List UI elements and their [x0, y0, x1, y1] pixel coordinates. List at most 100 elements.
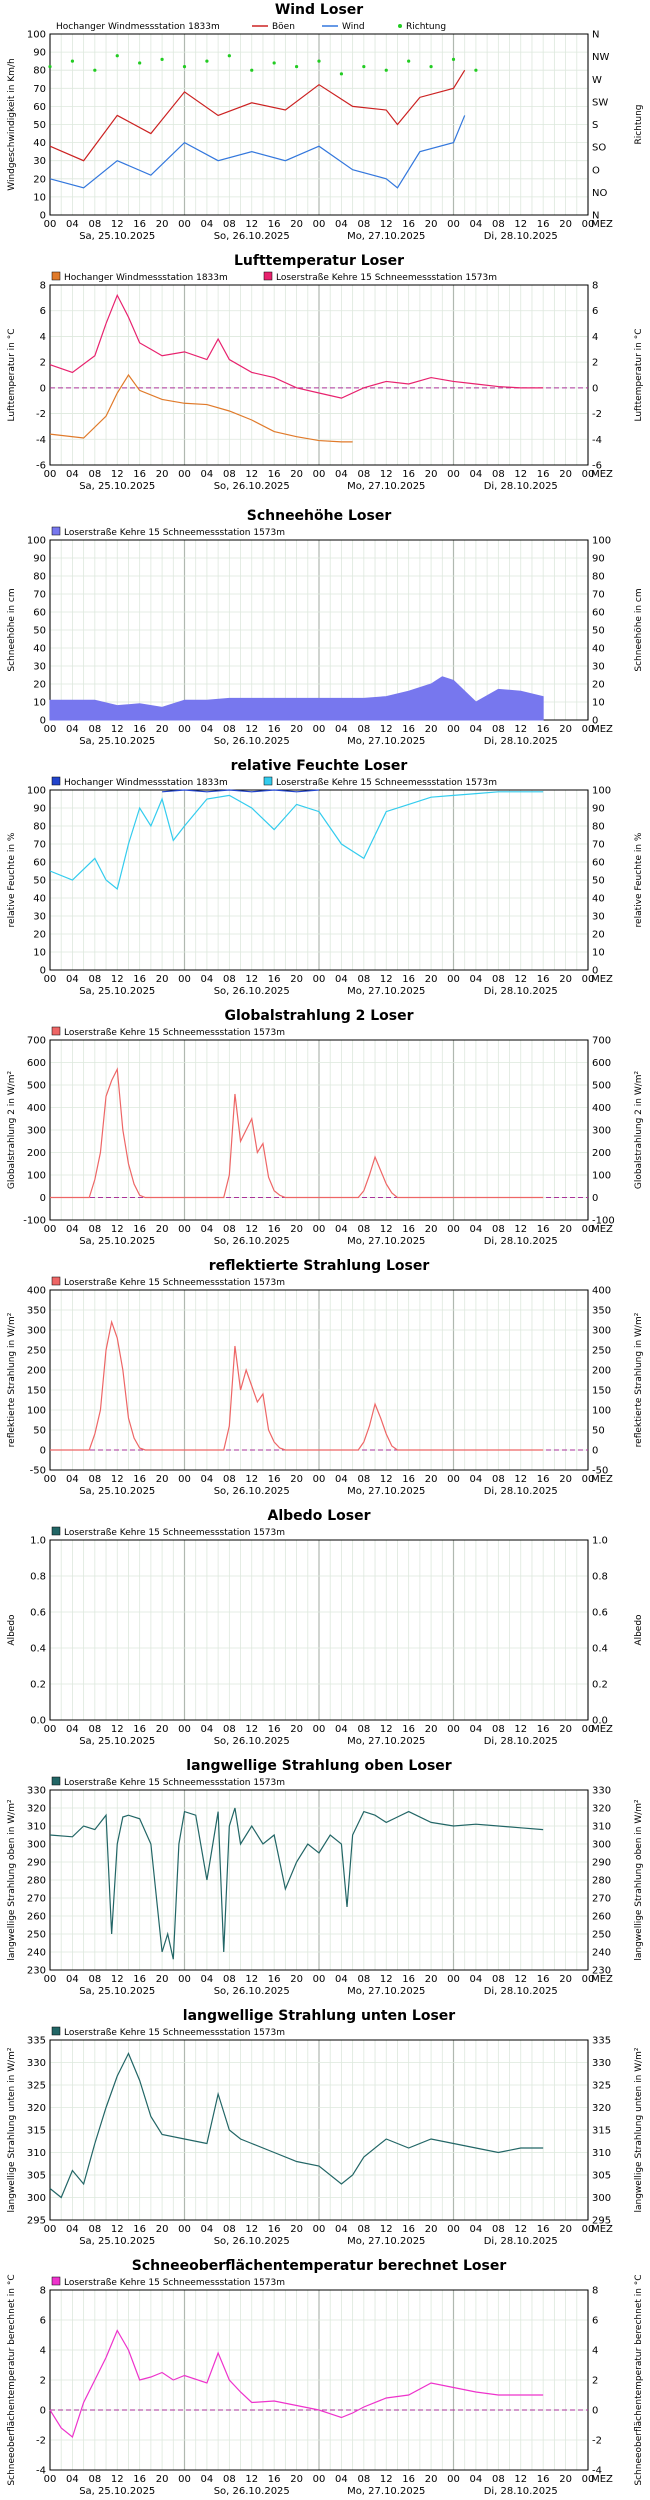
x-tick-label: 20: [425, 2474, 438, 2485]
x-tick-label: 16: [402, 1474, 415, 1485]
x-tick-label: 00: [178, 219, 191, 230]
date-label: Di, 28.10.2025: [484, 1986, 558, 1997]
y-tick-label-right: 300: [592, 1326, 611, 1337]
legend-label: Hochanger Windmessstation 1833m: [64, 778, 228, 788]
series-point: [250, 68, 254, 72]
x-tick-label: 12: [380, 1474, 393, 1485]
y-tick-label: 70: [33, 840, 46, 851]
y-tick-label-right: 260: [592, 1912, 611, 1923]
x-tick-label: 00: [178, 724, 191, 735]
y-tick-label: 20: [33, 680, 46, 691]
y-tick-label: 70: [33, 590, 46, 601]
y-tick-label: 500: [27, 1081, 46, 1092]
x-tick-label: 08: [492, 2474, 505, 2485]
x-tick-label: 20: [425, 469, 438, 480]
x-tick-label: 16: [402, 469, 415, 480]
y-tick-label: 8: [40, 2286, 46, 2297]
y-tick-label-right: 8: [592, 281, 598, 292]
x-tick-label: 08: [492, 1974, 505, 1985]
date-label: So, 26.10.2025: [214, 986, 290, 997]
x-tick-label: 04: [66, 724, 79, 735]
x-tick-label: 08: [223, 724, 236, 735]
y-tick-label: 50: [33, 120, 46, 131]
y-tick-label: -100: [23, 1216, 46, 1227]
series-line: [49, 373, 353, 443]
x-tick-label: 04: [470, 2474, 483, 2485]
date-label: Sa, 25.10.2025: [79, 2236, 155, 2247]
x-tick-label: 20: [156, 1974, 169, 1985]
y-tick-label: 60: [33, 608, 46, 619]
x-tick-label: 04: [470, 974, 483, 985]
y-tick-label-right: 30: [592, 912, 605, 923]
x-tick-label: 16: [268, 1224, 281, 1235]
date-label: Sa, 25.10.2025: [79, 231, 155, 242]
y-tick-label-right: 330: [592, 1786, 611, 1797]
y-tick-label: 300: [27, 1326, 46, 1337]
y-tick-label-right: -6: [592, 461, 602, 472]
x-tick-label: 16: [268, 1974, 281, 1985]
plot-frame: [49, 1539, 589, 1721]
x-tick-label: 04: [66, 974, 79, 985]
y-tick-label-right: O: [592, 165, 600, 176]
y-axis-label-right: Lufttemperatur in °C: [634, 328, 644, 421]
y-tick-label: 50: [33, 1426, 46, 1437]
x-tick-label: 20: [290, 469, 303, 480]
x-tick-label: 16: [268, 724, 281, 735]
x-tick-label: 04: [335, 1974, 348, 1985]
y-tick-label-right: 90: [592, 804, 605, 815]
x-tick-label: 16: [133, 1974, 146, 1985]
y-tick-label-right: 0.4: [592, 1644, 608, 1655]
y-tick-label: 400: [27, 1286, 46, 1297]
x-tick-label: 08: [357, 724, 370, 735]
y-tick-label-right: 295: [592, 2216, 611, 2227]
y-tick-label-right: 0: [592, 383, 598, 394]
x-tick-label: 04: [335, 2224, 348, 2235]
y-tick-label: 10: [33, 948, 46, 959]
x-tick-label: 00: [582, 2474, 595, 2485]
plot-frame: [49, 2039, 589, 2221]
x-tick-label: 04: [201, 2474, 214, 2485]
y-axis-label-right: langwellige Strahlung unten in W/m²: [634, 2047, 644, 2212]
legend-label: Loserstraße Kehre 15 Schneemessstation 1…: [276, 778, 497, 788]
series-point: [294, 64, 299, 69]
plot-frame: [49, 1289, 589, 1471]
y-tick-label: 4: [40, 332, 46, 343]
x-tick-label: 00: [44, 469, 57, 480]
y-tick-label-right: 70: [592, 840, 605, 851]
series-point: [317, 59, 321, 63]
series-line: [49, 791, 544, 891]
x-tick-label: 20: [425, 974, 438, 985]
chart-panel-2: Lufttemperatur Loser-6 -6-4 -4-2 -20 02 24 46 6…: [7, 253, 644, 492]
timezone-label: MEZ: [591, 219, 613, 230]
y-tick-label: 0: [40, 2406, 46, 2417]
y-axis-label-right: langwellige Strahlung oben in W/m²: [634, 1799, 644, 1961]
y-tick-label-right: 150: [592, 1386, 611, 1397]
x-tick-label: 12: [380, 2224, 393, 2235]
date-label: Di, 28.10.2025: [484, 2486, 558, 2497]
y-tick-label-right: 400: [592, 1103, 611, 1114]
x-tick-label: 12: [245, 1224, 258, 1235]
y-tick-label-right: S: [592, 120, 598, 131]
x-tick-label: 08: [88, 724, 101, 735]
timezone-label: MEZ: [591, 1224, 613, 1235]
y-tick-label-right: 200: [592, 1366, 611, 1377]
series-line: [50, 1319, 544, 1451]
y-tick-label: 350: [27, 1306, 46, 1317]
x-tick-label: 20: [156, 1474, 169, 1485]
y-tick-label: 100: [27, 536, 46, 547]
x-tick-label: 00: [447, 724, 460, 735]
y-tick-label: 700: [27, 1036, 46, 1047]
x-tick-label: 00: [582, 1474, 595, 1485]
x-tick-label: 16: [537, 1974, 550, 1985]
y-axis-label-right: Schneehöhe in cm: [634, 588, 644, 671]
x-tick-label: 04: [201, 1974, 214, 1985]
date-label: So, 26.10.2025: [214, 481, 290, 492]
date-label: Di, 28.10.2025: [484, 1736, 558, 1747]
x-tick-label: 00: [313, 469, 326, 480]
x-tick-label: 00: [44, 724, 57, 735]
y-tick-label: -2: [36, 2436, 46, 2447]
x-tick-label: 00: [313, 1724, 326, 1735]
y-tick-label: 100: [27, 1406, 46, 1417]
x-tick-label: 16: [402, 2224, 415, 2235]
x-tick-label: 04: [470, 724, 483, 735]
